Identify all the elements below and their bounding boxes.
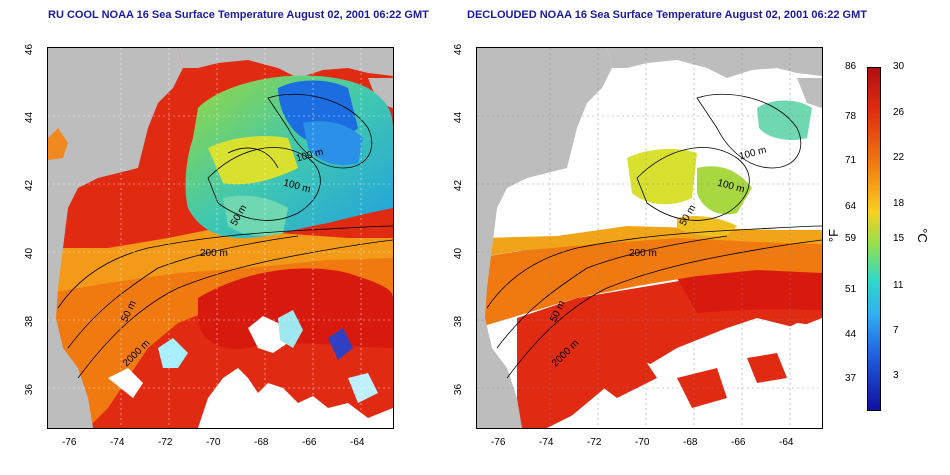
left-lon-tick: -74	[110, 437, 125, 448]
fahrenheit-tick: 37	[845, 373, 857, 384]
left-lon-tick: -64	[350, 437, 365, 448]
fahrenheit-tick: 44	[845, 329, 857, 340]
temperature-colorbar	[867, 67, 881, 411]
right-lon-tick: -70	[635, 437, 650, 448]
right-lon-tick: -76	[491, 437, 506, 448]
celsius-tick: 26	[893, 107, 905, 118]
right-lon-tick: -74	[539, 437, 554, 448]
right-lat-tick: 40	[453, 247, 465, 260]
left-lat-tick: 36	[24, 383, 36, 396]
right-lat-tick: 46	[453, 43, 465, 56]
right-lat-tick: 42	[453, 179, 465, 192]
fahrenheit-tick: 51	[845, 284, 857, 295]
left-lon-tick: -66	[302, 437, 317, 448]
left-map-title: RU COOL NOAA 16 Sea Surface Temperature …	[48, 9, 429, 21]
celsius-tick: 22	[893, 152, 905, 163]
right-lon-tick: -64	[779, 437, 794, 448]
celsius-tick: 18	[893, 198, 905, 209]
left-lat-tick: 40	[24, 247, 36, 260]
celsius-tick: 30	[893, 61, 905, 72]
fahrenheit-tick: 71	[845, 155, 857, 166]
fahrenheit-unit: °F	[826, 228, 842, 243]
right-lon-tick: -68	[683, 437, 698, 448]
right-lat-tick: 44	[453, 111, 465, 124]
left-sst-map: 100 m 100 m 50 m 200 m 50 m 2000 m	[47, 47, 394, 429]
right-lat-tick: 36	[453, 383, 465, 396]
celsius-tick: 7	[893, 325, 899, 336]
fahrenheit-tick: 59	[845, 233, 857, 244]
right-sst-image	[477, 48, 822, 428]
left-lat-tick: 38	[24, 315, 36, 328]
celsius-tick: 15	[893, 233, 905, 244]
left-lat-tick: 46	[24, 43, 36, 56]
left-sst-image	[48, 48, 393, 428]
left-lon-tick: -76	[62, 437, 77, 448]
fahrenheit-tick: 86	[845, 61, 857, 72]
right-sst-map: 100 m 100 m 50 m 200 m 50 m 2000 m	[476, 47, 823, 429]
celsius-tick: 3	[893, 370, 899, 381]
left-lat-tick: 44	[24, 111, 36, 124]
right-lat-tick: 38	[453, 315, 465, 328]
celsius-tick: 11	[893, 280, 904, 291]
right-map-title: DECLOUDED NOAA 16 Sea Surface Temperatur…	[467, 9, 867, 21]
fahrenheit-tick: 64	[845, 201, 857, 212]
right-lon-tick: -66	[731, 437, 746, 448]
left-lat-tick: 42	[24, 179, 36, 192]
contour-label-200m: 200 m	[629, 248, 657, 259]
celsius-unit: °C	[914, 228, 930, 243]
fahrenheit-tick: 78	[845, 111, 857, 122]
right-lon-tick: -72	[587, 437, 602, 448]
contour-label-200m: 200 m	[200, 248, 228, 259]
left-lon-tick: -72	[158, 437, 173, 448]
left-lon-tick: -70	[206, 437, 221, 448]
left-lon-tick: -68	[254, 437, 269, 448]
